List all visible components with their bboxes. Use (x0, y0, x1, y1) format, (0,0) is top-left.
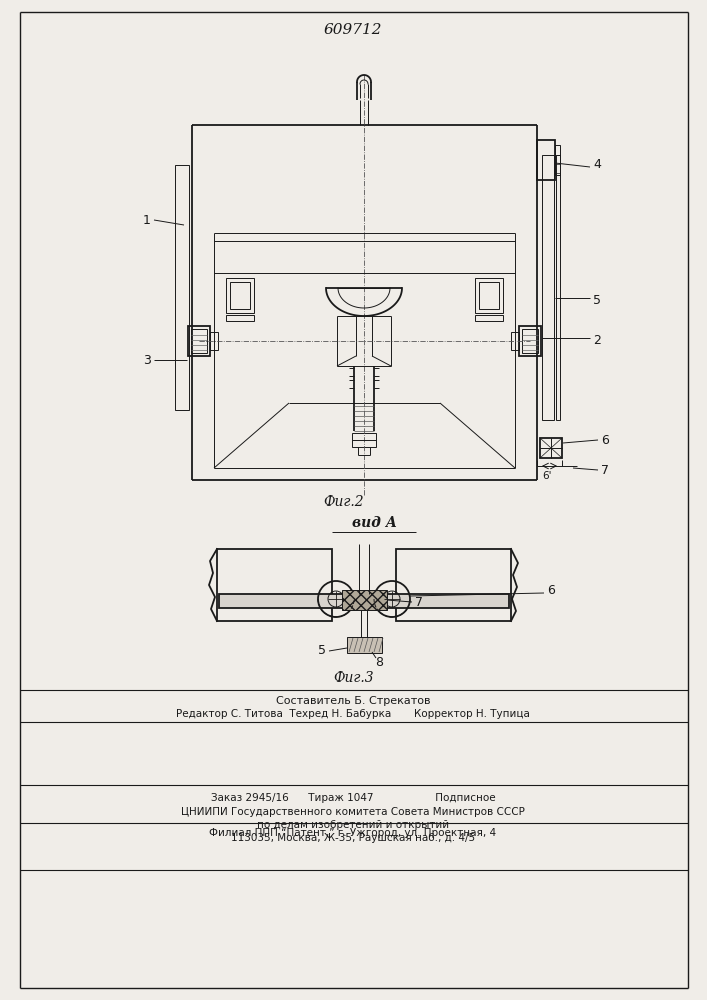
Bar (479, 282, 499, 309)
Text: 113035, Москва, Ж-35, Раушская наб., д. 4/5: 113035, Москва, Ж-35, Раушская наб., д. … (231, 833, 475, 843)
Text: 3: 3 (143, 354, 151, 366)
Bar (475, 278, 503, 313)
Text: 6: 6 (601, 434, 609, 446)
Bar (230, 282, 250, 309)
Bar (191, 329, 207, 353)
Bar (542, 155, 554, 420)
Text: вид А: вид А (351, 516, 397, 530)
Bar (522, 329, 538, 353)
Text: 4: 4 (593, 158, 601, 172)
Text: по делам изобретений и открытий: по делам изобретений и открытий (257, 820, 449, 830)
Text: 7: 7 (601, 464, 609, 477)
Bar (347, 637, 382, 653)
Bar (219, 594, 509, 608)
Bar (555, 145, 560, 175)
Text: 5: 5 (593, 294, 601, 306)
Bar (396, 549, 511, 621)
Bar (556, 155, 560, 420)
Text: Редактор С. Титова  Техред Н. Бабурка       Корректор Н. Тупица: Редактор С. Титова Техред Н. Бабурка Кор… (176, 709, 530, 719)
Text: 8: 8 (375, 656, 383, 670)
Bar (217, 549, 332, 621)
Text: 6': 6' (542, 471, 551, 481)
Bar (352, 433, 376, 447)
Text: Составитель Б. Стрекатов: Составитель Б. Стрекатов (276, 696, 431, 706)
Bar (511, 332, 519, 350)
Text: 2: 2 (593, 334, 601, 347)
Bar (540, 438, 562, 458)
Bar (175, 165, 189, 410)
Text: Фиг.3: Фиг.3 (334, 671, 374, 685)
Text: Заказ 2945/16      Тираж 1047                   Подписное: Заказ 2945/16 Тираж 1047 Подписное (211, 793, 496, 803)
Bar (226, 315, 254, 321)
Text: ЦНИИПИ Государственного комитета Совета Министров СССР: ЦНИИПИ Государственного комитета Совета … (181, 807, 525, 817)
Text: 609712: 609712 (324, 23, 382, 37)
Bar (475, 315, 503, 321)
Text: 5: 5 (318, 645, 326, 658)
Text: Фиг.2: Фиг.2 (324, 495, 364, 509)
Bar (537, 140, 555, 180)
Bar (188, 326, 210, 356)
Bar (519, 326, 541, 356)
Text: 6: 6 (547, 584, 555, 597)
Bar (342, 590, 387, 610)
Text: Филиал ППП “Патент,” г. Ужгород, ул. Проектная, 4: Филиал ППП “Патент,” г. Ужгород, ул. Про… (209, 828, 496, 838)
Text: 7: 7 (415, 595, 423, 608)
Bar (210, 332, 218, 350)
Text: 1: 1 (143, 214, 151, 227)
Bar (226, 278, 254, 313)
